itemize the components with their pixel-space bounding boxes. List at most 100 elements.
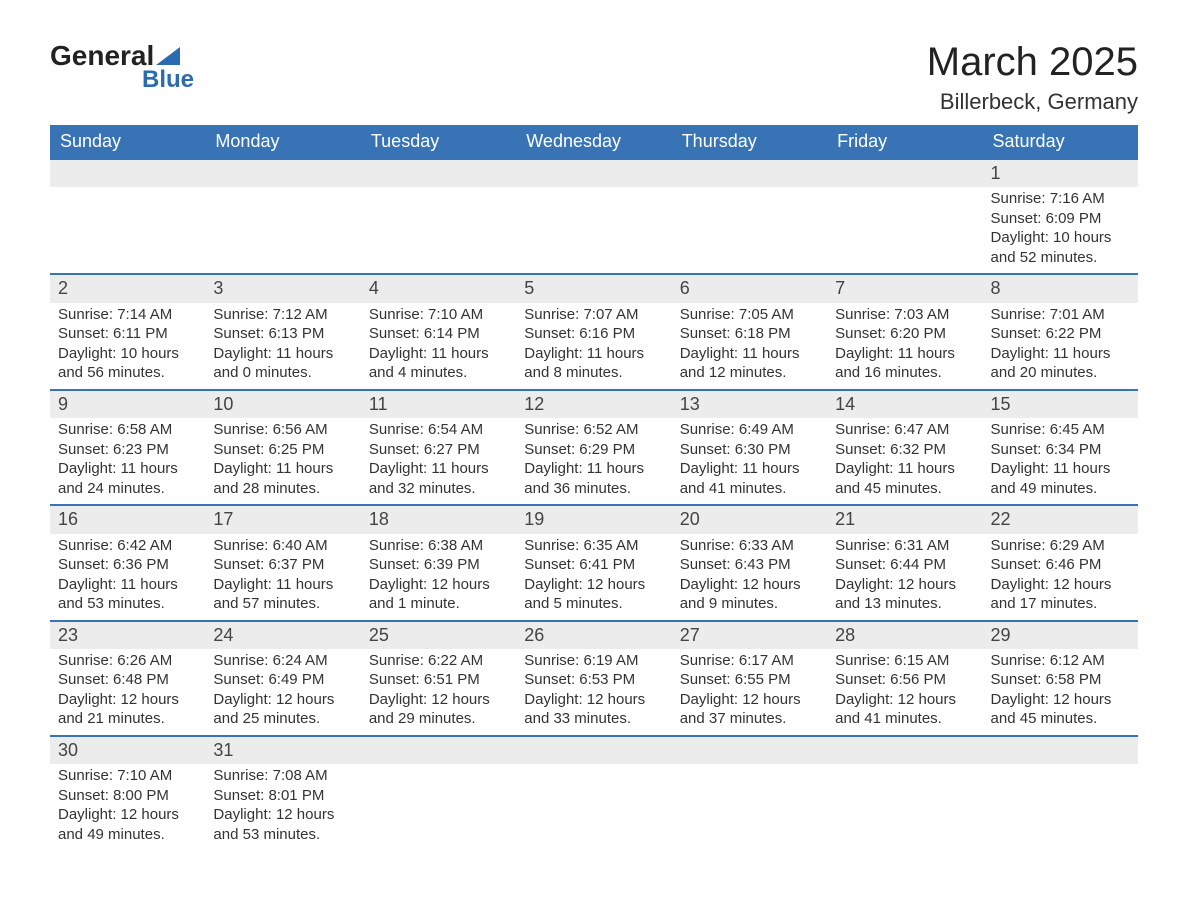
day-sunset: Sunset: 6:34 PM <box>991 440 1130 460</box>
day-number-cell <box>361 159 516 187</box>
day-number-cell <box>827 736 982 764</box>
day-content-cell: Sunrise: 7:07 AMSunset: 6:16 PMDaylight:… <box>516 303 671 390</box>
day-d2: and 56 minutes. <box>58 363 197 383</box>
day-content-cell: Sunrise: 7:05 AMSunset: 6:18 PMDaylight:… <box>672 303 827 390</box>
day-sunrise: Sunrise: 6:35 AM <box>524 536 663 556</box>
day-sunrise: Sunrise: 6:33 AM <box>680 536 819 556</box>
day-sunset: Sunset: 6:11 PM <box>58 324 197 344</box>
day-d1: Daylight: 11 hours <box>213 575 352 595</box>
day-d1: Daylight: 11 hours <box>991 459 1130 479</box>
day-d2: and 37 minutes. <box>680 709 819 729</box>
day-sunset: Sunset: 6:23 PM <box>58 440 197 460</box>
day-content-cell: Sunrise: 6:45 AMSunset: 6:34 PMDaylight:… <box>983 418 1138 505</box>
day-content-cell <box>361 764 516 850</box>
day-d2: and 49 minutes. <box>991 479 1130 499</box>
day-d2: and 53 minutes. <box>58 594 197 614</box>
day-sunset: Sunset: 8:00 PM <box>58 786 197 806</box>
day-number-cell <box>516 736 671 764</box>
day-number-cell: 19 <box>516 505 671 533</box>
day-d2: and 49 minutes. <box>58 825 197 845</box>
day-number-cell: 12 <box>516 390 671 418</box>
day-d2: and 32 minutes. <box>369 479 508 499</box>
day-content-cell: Sunrise: 6:31 AMSunset: 6:44 PMDaylight:… <box>827 534 982 621</box>
day-number-cell: 11 <box>361 390 516 418</box>
logo-text-b: Blue <box>142 66 194 94</box>
day-sunrise: Sunrise: 7:10 AM <box>369 305 508 325</box>
day-d2: and 4 minutes. <box>369 363 508 383</box>
week-content-row: Sunrise: 7:16 AMSunset: 6:09 PMDaylight:… <box>50 187 1138 274</box>
day-d1: Daylight: 11 hours <box>213 459 352 479</box>
day-d1: Daylight: 11 hours <box>58 459 197 479</box>
day-number-cell: 7 <box>827 274 982 302</box>
day-sunset: Sunset: 6:46 PM <box>991 555 1130 575</box>
day-sunset: Sunset: 6:09 PM <box>991 209 1130 229</box>
day-d2: and 29 minutes. <box>369 709 508 729</box>
day-sunrise: Sunrise: 7:08 AM <box>213 766 352 786</box>
day-number-cell: 16 <box>50 505 205 533</box>
day-number-cell <box>827 159 982 187</box>
day-d2: and 1 minute. <box>369 594 508 614</box>
day-sunset: Sunset: 6:13 PM <box>213 324 352 344</box>
day-content-cell <box>516 187 671 274</box>
day-header-row: Sunday Monday Tuesday Wednesday Thursday… <box>50 125 1138 159</box>
day-content-cell: Sunrise: 6:24 AMSunset: 6:49 PMDaylight:… <box>205 649 360 736</box>
day-sunrise: Sunrise: 6:24 AM <box>213 651 352 671</box>
day-sunset: Sunset: 6:56 PM <box>835 670 974 690</box>
day-sunset: Sunset: 6:48 PM <box>58 670 197 690</box>
day-content-cell <box>827 187 982 274</box>
day-number-cell <box>672 159 827 187</box>
day-number-cell <box>983 736 1138 764</box>
day-content-cell: Sunrise: 6:52 AMSunset: 6:29 PMDaylight:… <box>516 418 671 505</box>
week-content-row: Sunrise: 7:10 AMSunset: 8:00 PMDaylight:… <box>50 764 1138 850</box>
day-sunset: Sunset: 6:43 PM <box>680 555 819 575</box>
day-content-cell: Sunrise: 6:33 AMSunset: 6:43 PMDaylight:… <box>672 534 827 621</box>
day-sunset: Sunset: 6:14 PM <box>369 324 508 344</box>
day-d2: and 25 minutes. <box>213 709 352 729</box>
day-content-cell <box>361 187 516 274</box>
day-number-cell: 27 <box>672 621 827 649</box>
week-daynum-row: 9101112131415 <box>50 390 1138 418</box>
day-number-cell: 13 <box>672 390 827 418</box>
day-sunrise: Sunrise: 7:05 AM <box>680 305 819 325</box>
day-sunset: Sunset: 6:55 PM <box>680 670 819 690</box>
day-d2: and 20 minutes. <box>991 363 1130 383</box>
day-d2: and 16 minutes. <box>835 363 974 383</box>
day-sunset: Sunset: 6:22 PM <box>991 324 1130 344</box>
week-daynum-row: 3031 <box>50 736 1138 764</box>
day-content-cell: Sunrise: 7:08 AMSunset: 8:01 PMDaylight:… <box>205 764 360 850</box>
day-sunset: Sunset: 6:32 PM <box>835 440 974 460</box>
day-sunset: Sunset: 6:58 PM <box>991 670 1130 690</box>
day-d2: and 5 minutes. <box>524 594 663 614</box>
day-content-cell: Sunrise: 6:35 AMSunset: 6:41 PMDaylight:… <box>516 534 671 621</box>
day-sunrise: Sunrise: 6:38 AM <box>369 536 508 556</box>
day-sunset: Sunset: 8:01 PM <box>213 786 352 806</box>
day-d1: Daylight: 11 hours <box>680 344 819 364</box>
day-content-cell: Sunrise: 6:29 AMSunset: 6:46 PMDaylight:… <box>983 534 1138 621</box>
day-number-cell: 4 <box>361 274 516 302</box>
day-sunrise: Sunrise: 6:54 AM <box>369 420 508 440</box>
day-d2: and 41 minutes. <box>835 709 974 729</box>
week-content-row: Sunrise: 6:58 AMSunset: 6:23 PMDaylight:… <box>50 418 1138 505</box>
day-d2: and 17 minutes. <box>991 594 1130 614</box>
day-sunrise: Sunrise: 6:22 AM <box>369 651 508 671</box>
day-content-cell: Sunrise: 6:56 AMSunset: 6:25 PMDaylight:… <box>205 418 360 505</box>
day-d2: and 36 minutes. <box>524 479 663 499</box>
day-content-cell: Sunrise: 7:10 AMSunset: 6:14 PMDaylight:… <box>361 303 516 390</box>
day-sunrise: Sunrise: 7:14 AM <box>58 305 197 325</box>
day-d1: Daylight: 12 hours <box>213 805 352 825</box>
day-sunset: Sunset: 6:41 PM <box>524 555 663 575</box>
day-sunset: Sunset: 6:27 PM <box>369 440 508 460</box>
day-number-cell <box>50 159 205 187</box>
day-d1: Daylight: 12 hours <box>58 690 197 710</box>
day-d1: Daylight: 11 hours <box>369 344 508 364</box>
day-number-cell: 21 <box>827 505 982 533</box>
day-sunrise: Sunrise: 6:19 AM <box>524 651 663 671</box>
day-d1: Daylight: 12 hours <box>58 805 197 825</box>
day-sunrise: Sunrise: 6:58 AM <box>58 420 197 440</box>
day-header: Tuesday <box>361 125 516 159</box>
day-d2: and 24 minutes. <box>58 479 197 499</box>
day-sunset: Sunset: 6:37 PM <box>213 555 352 575</box>
day-d1: Daylight: 12 hours <box>369 575 508 595</box>
day-sunrise: Sunrise: 7:10 AM <box>58 766 197 786</box>
day-sunrise: Sunrise: 7:12 AM <box>213 305 352 325</box>
